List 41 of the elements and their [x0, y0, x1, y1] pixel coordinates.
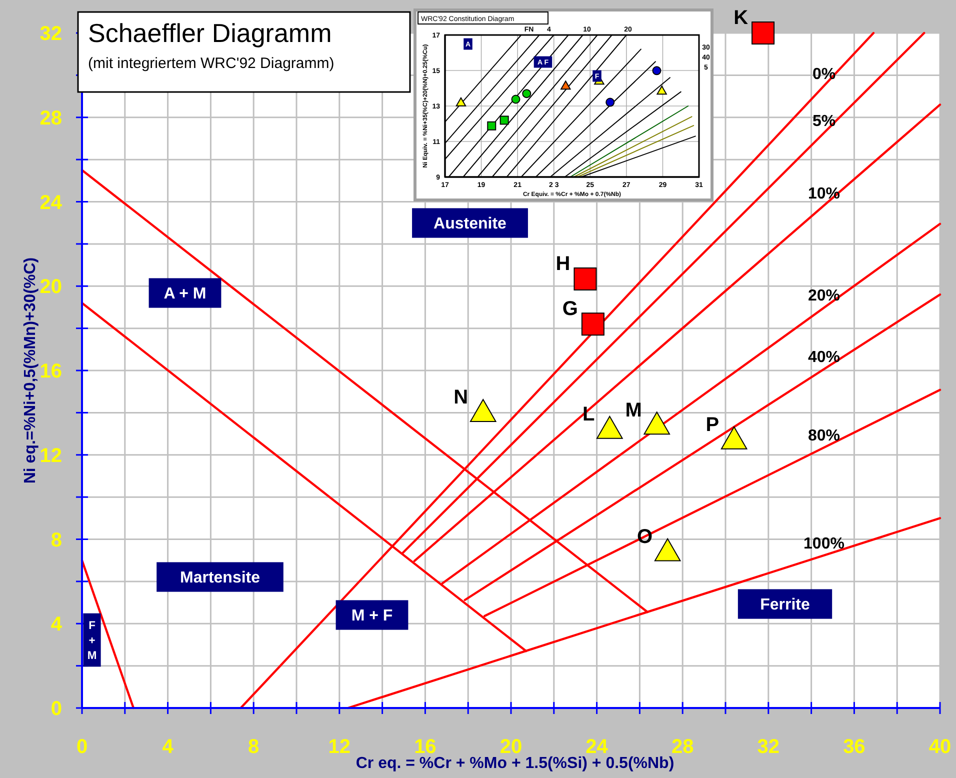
- series-label: N: [454, 386, 468, 409]
- x-axis-title: Cr eq. = %Cr + %Mo + 1.5(%Si) + 0.5(%Nb): [356, 755, 674, 772]
- annotation: Austenite: [434, 216, 507, 233]
- y-tick-label: 4: [50, 614, 63, 636]
- annotation: Ferrite: [760, 596, 810, 614]
- y-axis-title: Ni eq.=%Ni+0,5(%Mn)+30(%C): [22, 257, 39, 484]
- x-tick-label: 0: [76, 736, 88, 758]
- annotation: F + M: [87, 620, 97, 662]
- series-label: K: [734, 7, 749, 29]
- y-tick-label: 8: [50, 529, 62, 552]
- y-tick-label: 32: [40, 23, 62, 45]
- y-tick-label: 20: [40, 276, 62, 298]
- x-tick-label: 40: [928, 736, 952, 758]
- series-label: 40%: [808, 349, 840, 366]
- annotation: A + M: [164, 286, 206, 303]
- series-label: 0%: [812, 66, 836, 83]
- text: (mit integriertem WRC'92 Diagramm): [88, 55, 334, 72]
- series-label: G: [562, 298, 578, 320]
- y-tick-label: 12: [40, 444, 62, 467]
- x-tick-label: 20: [500, 736, 522, 758]
- x-tick-label: 32: [757, 736, 780, 758]
- series-label: H: [556, 252, 570, 275]
- series-label: 80%: [808, 428, 840, 445]
- series-label: 20%: [808, 288, 840, 305]
- series-label: P: [706, 414, 720, 436]
- x-tick-label: 36: [843, 736, 866, 758]
- y-tick-label: 0: [50, 698, 62, 720]
- x-tick-label: 8: [248, 736, 260, 758]
- x-tick-label: 4: [162, 736, 174, 758]
- series-label: 5%: [812, 112, 836, 130]
- series-label: M: [625, 399, 642, 422]
- x-tick-label: 12: [328, 736, 351, 758]
- annotation: M + F: [351, 608, 393, 625]
- y-tick-label: 28: [40, 107, 62, 130]
- y-tick-label: 16: [40, 360, 62, 382]
- annotation: Martensite: [180, 570, 260, 587]
- x-tick-label: 28: [671, 736, 694, 758]
- series-label: 100%: [804, 535, 844, 552]
- series-label: L: [582, 404, 595, 426]
- x-tick-label: 24: [586, 736, 609, 758]
- chart-title: Schaeffler Diagramm: [88, 18, 332, 48]
